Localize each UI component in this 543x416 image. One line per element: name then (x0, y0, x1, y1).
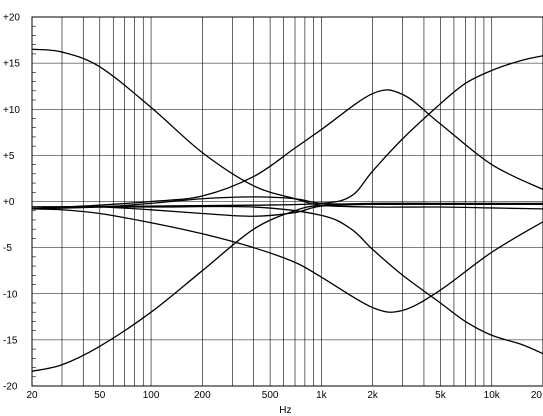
x-tick-label: 1k (316, 390, 328, 401)
y-tick-labels: +20 +15 +10 +5 +0 -5 -10 -15 -20 (3, 13, 20, 393)
plot-border (31, 16, 543, 387)
y-tick-label: +20 (3, 13, 20, 24)
plot-frame (31, 16, 543, 387)
series-lines (31, 48, 543, 372)
y-tick-label: -20 (3, 382, 18, 393)
x-tick-label: 50 (94, 390, 106, 401)
series-line-4 (31, 208, 543, 313)
x-tick-label: 20 (531, 390, 543, 401)
series-line-8 (32, 205, 543, 355)
grid-lines (32, 17, 543, 386)
series-line-6 (31, 203, 543, 217)
y-tick-label: -10 (3, 289, 18, 300)
x-tick-labels: 20 50 100 200 500 1k 2k 5k 10k 20 (26, 390, 542, 401)
x-tick-label: 5k (435, 390, 447, 401)
x-tick-label: 200 (194, 390, 211, 401)
x-tick-label: 20 (26, 390, 38, 401)
series-line-7 (31, 55, 543, 208)
y-tick-label: +0 (3, 197, 15, 208)
x-tick-label: 100 (143, 390, 160, 401)
series-line-3 (31, 89, 543, 210)
y-tick-label: -15 (3, 335, 18, 346)
x-axis-label: Hz (279, 405, 291, 416)
y-tick-label: +5 (3, 151, 15, 162)
x-tick-label: 500 (262, 390, 279, 401)
y-tick-label: +15 (3, 59, 20, 70)
series-line-1 (31, 48, 543, 210)
x-tick-label: 10k (484, 390, 501, 401)
y-tick-label: -5 (3, 243, 12, 254)
x-tick-label: 2k (367, 390, 379, 401)
y-tick-label: +10 (3, 105, 20, 116)
series-line-2 (31, 202, 543, 372)
